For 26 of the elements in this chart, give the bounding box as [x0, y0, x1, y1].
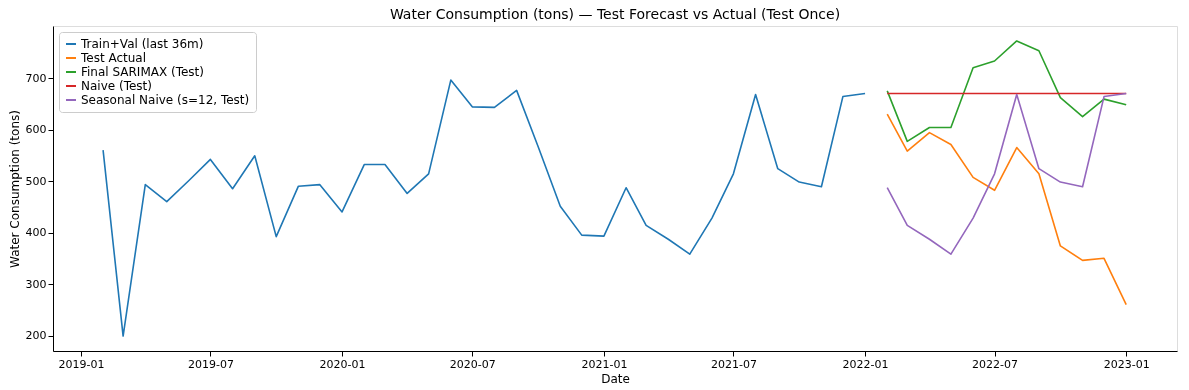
- y-tick-label: 200: [25, 329, 47, 343]
- x-tick-label: 2022-07: [972, 357, 1019, 371]
- x-tick-label: 2021-01: [581, 357, 628, 371]
- legend-label: Test Actual: [80, 51, 147, 65]
- line-series: [886, 40, 1127, 143]
- x-tick-label: 2021-07: [710, 357, 757, 371]
- chart-title: Water Consumption (tons) — Test Forecast vs Actual (Test Once): [389, 6, 841, 22]
- x-axis-title: Date: [601, 371, 630, 386]
- line-series: [886, 92, 1127, 255]
- legend-label: Naive (Test): [81, 79, 152, 93]
- line-series: [886, 113, 1127, 306]
- legend-label: Seasonal Naive (s=12, Test): [81, 93, 250, 107]
- y-tick-label: 400: [25, 226, 47, 240]
- legend-label: Train+Val (last 36m): [80, 37, 204, 51]
- x-tick-label: 2019-07: [187, 357, 234, 371]
- y-tick-label: 300: [25, 277, 47, 291]
- x-tick-label: 2023-01: [1103, 357, 1150, 371]
- y-tick-label: 500: [25, 174, 47, 188]
- y-tick-label: 700: [25, 71, 47, 85]
- x-tick-label: 2019-01: [58, 357, 105, 371]
- x-tick-label: 2020-07: [449, 357, 496, 371]
- x-tick-label: 2020-01: [319, 357, 366, 371]
- y-axis-title: Water Consumption (tons): [7, 110, 22, 268]
- x-tick-label: 2022-01: [842, 357, 889, 371]
- legend-label: Final SARIMAX (Test): [81, 65, 204, 79]
- y-tick-label: 600: [25, 123, 47, 137]
